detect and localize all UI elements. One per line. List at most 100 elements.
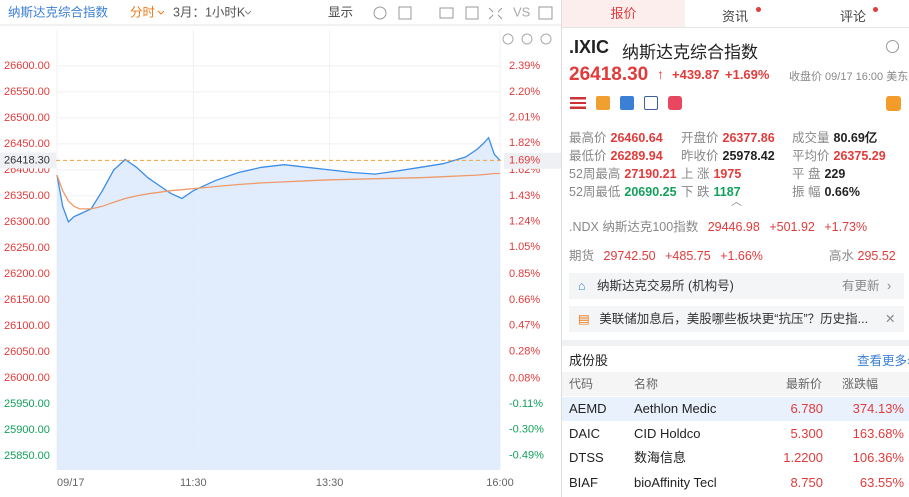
flag-icon (570, 97, 586, 109)
stat: 上 涨 1975 (681, 163, 741, 182)
stat: 平 盘 229 (792, 163, 845, 182)
badge-dot (873, 7, 878, 12)
tab[interactable]: 评论 (840, 9, 867, 24)
tab-active[interactable]: 报价 (562, 0, 685, 27)
table-cell: bioAffinity Tecl (634, 474, 717, 490)
table-cell: AEMD (569, 401, 607, 416)
up-arrow: ↑ (657, 66, 664, 82)
vs-button[interactable]: VS (513, 4, 531, 19)
x-tick-label: 13:30 (316, 477, 344, 489)
tab[interactable]: 资讯 (722, 9, 749, 24)
y-tick-label: 26250.00 (4, 242, 50, 254)
y-tick-label: 26350.00 (4, 190, 50, 202)
news-text: 美联储加息后，美股哪些板块更“抗压”？历史指... (599, 312, 869, 326)
stat: 52周最高 27190.21 (569, 163, 677, 182)
stat-value: 80.69亿 (833, 131, 878, 145)
collapse-icon[interactable]: ︿ (731, 196, 742, 208)
stat-label: 振 幅 (792, 185, 821, 199)
more-link[interactable]: 查看更多› (857, 350, 909, 369)
stat-label: 最高价 (569, 131, 607, 145)
table-row[interactable]: BIAF bioAffinity Tecl 8.750 63.55% (562, 471, 909, 495)
icon[interactable] (620, 96, 634, 110)
y2-tick-label: 2.39% (509, 60, 540, 72)
chevron: › (887, 279, 892, 293)
stat-value: 20690.25 (624, 185, 677, 199)
table-row[interactable]: DTSS 数海信息 1.2200 106.36% (562, 446, 909, 470)
news-bar[interactable]: ▤ 美联储加息后，美股哪些板块更“抗压”？历史指... ✕ (569, 306, 904, 332)
y2-tick-label: -0.11% (509, 398, 543, 410)
mode-tab[interactable]: 分时 (130, 5, 156, 19)
stat-value: 229 (824, 167, 846, 181)
table-cell: CID Holdco (634, 425, 701, 441)
alert-icon[interactable] (886, 96, 901, 111)
stat-value: 26289.94 (610, 149, 663, 163)
y-tick-label: 26000.00 (4, 372, 50, 384)
column-header: 代码 (569, 377, 594, 391)
column-header: 名称 (634, 377, 659, 391)
symbol: .IXIC (569, 37, 610, 57)
stat-label: 平 盘 (792, 167, 821, 181)
stat: 开盘价 26377.86 (681, 127, 775, 146)
chart-title[interactable]: 纳斯达克综合指数 (8, 4, 109, 19)
draw-icon[interactable] (465, 6, 479, 20)
premium-value: 295.52 (857, 249, 896, 263)
checkbox-icon[interactable] (398, 6, 412, 20)
y2-tick-label: 1.82% (509, 137, 540, 149)
badge-dot (756, 7, 761, 12)
futures: 期货 29742.50 +485.75 +1.66% (569, 245, 763, 264)
y2-tick-label: 0.47% (509, 320, 540, 332)
table-header: 代码 名称 最新价 涨跌幅 (562, 372, 909, 396)
table-cell: 63.55% (859, 474, 904, 490)
icon[interactable] (668, 96, 682, 110)
zoom-out-icon[interactable] (521, 33, 533, 45)
table-row[interactable]: DAIC CID Holdco 5.300 163.68% (562, 422, 909, 446)
close-icon[interactable]: ✕ (885, 312, 896, 326)
price: 26418.30 (569, 64, 649, 85)
y-tick-label: 25900.00 (4, 424, 50, 436)
stat-value: 1975 (713, 167, 742, 181)
table-row[interactable]: AEMD Aethlon Medic 6.780 374.13% (562, 397, 909, 421)
display-button[interactable]: 显示 (328, 5, 353, 19)
column-header: 最新价 (786, 377, 823, 391)
settings-icon[interactable] (886, 40, 899, 53)
stat: 平均价 26375.29 (792, 145, 886, 164)
stat: 下 跌 1187 (681, 181, 741, 200)
y-tick-label: 26600.00 (4, 60, 50, 72)
stat: 成交量 80.69亿 (792, 127, 877, 146)
price-line (56, 136, 501, 224)
icon[interactable] (596, 96, 610, 110)
stat-label: 下 跌 (681, 185, 710, 199)
notice-bar[interactable]: ⌂ 纳斯达克交易所 (机构号) 有更新 › (569, 273, 904, 299)
period-tab[interactable]: 3月：1小时K (173, 5, 246, 19)
y-tick-label: 26100.00 (4, 320, 50, 332)
stat-label: 昨收价 (681, 149, 719, 163)
dropdown-icon (157, 10, 165, 15)
icon[interactable] (644, 96, 658, 110)
reset-icon[interactable] (502, 33, 514, 45)
stat-label: 最低价 (569, 149, 607, 163)
table-cell: 106.36% (852, 450, 904, 465)
y2-tick-label: 0.08% (509, 372, 540, 384)
y-tick-label: 26200.00 (4, 268, 50, 280)
zoom-in-icon[interactable] (540, 33, 552, 45)
column-header: 涨跌幅 (842, 377, 879, 391)
futures-pct: +1.66% (720, 249, 763, 263)
more-text[interactable]: 查看更多 (857, 354, 908, 368)
fullscreen-icon[interactable] (488, 7, 503, 20)
settings-icon[interactable] (373, 6, 387, 20)
notice-text: 纳斯达克交易所 (机构号) (597, 279, 734, 293)
notice-action: 有更新 (842, 279, 880, 293)
stat-label: 52周最低 (569, 185, 621, 199)
y2-tick-label: 2.20% (509, 86, 540, 98)
panel-icon[interactable] (538, 6, 553, 20)
change: +439.87 (672, 67, 720, 82)
y2-tick-label: 0.85% (509, 268, 540, 280)
camera-icon[interactable] (439, 7, 454, 19)
stat-label: 开盘价 (681, 131, 719, 145)
table-cell: 8.750 (790, 474, 823, 490)
related-symbol: .NDX (569, 220, 599, 234)
stat-value: 26460.64 (610, 131, 663, 145)
pct-tag (504, 152, 561, 169)
related-index[interactable]: .NDX 纳斯达克100指数 29446.98 +501.92 +1.73% (569, 216, 867, 235)
